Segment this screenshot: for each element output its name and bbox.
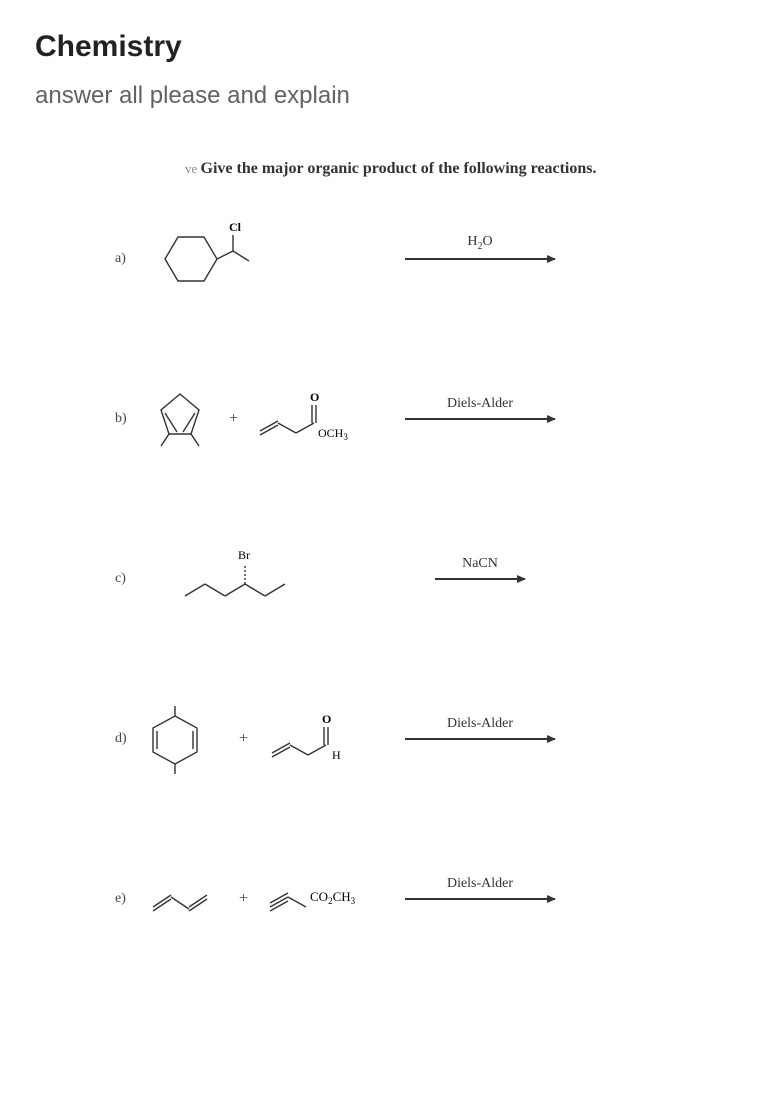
co2ch3-label: CO2CH3 (310, 889, 356, 906)
reaction-e-label: e) (115, 891, 145, 907)
reaction-a-condition: H2O (405, 234, 555, 252)
reaction-b-label: b) (115, 411, 145, 427)
carbonyl-o-label-d: O (322, 712, 331, 726)
reaction-c: c) Br NaCN (115, 534, 733, 624)
reaction-a-label: a) (115, 251, 145, 267)
question-prompt: ve Give the major organic product of the… (185, 160, 733, 178)
page-title: Chemistry (35, 30, 733, 64)
reaction-c-structure: Br (175, 544, 315, 614)
reaction-d: d) + (115, 694, 733, 784)
reaction-a-arrow: H2O (405, 258, 555, 260)
reaction-b-arrow: Diels-Alder (405, 418, 555, 420)
reaction-d-reagents: + O H (145, 704, 405, 774)
reaction-b: b) + (115, 374, 733, 464)
reaction-d-label: d) (115, 731, 145, 747)
reaction-c-reagents: Br (145, 544, 405, 614)
aldehyde-h-label: H (332, 748, 341, 762)
reaction-b-plus: + (229, 410, 238, 428)
reaction-a: a) Cl H2O (115, 214, 733, 304)
reaction-a-structure: Cl (145, 219, 265, 299)
reaction-d-arrow: Diels-Alder (405, 738, 555, 740)
cl-atom-label: Cl (229, 220, 242, 234)
och3-label: OCH3 (318, 426, 348, 442)
prompt-text: Give the major organic product of the fo… (201, 160, 597, 177)
reaction-d-plus: + (239, 730, 248, 748)
reaction-b-condition: Diels-Alder (405, 396, 555, 412)
reaction-e-arrow: Diels-Alder (405, 898, 555, 900)
reaction-e-reagents: + CO2CH3 (145, 879, 405, 919)
carbonyl-o-label: O (310, 390, 319, 404)
reaction-d-condition: Diels-Alder (405, 716, 555, 732)
h2o-label: H2O (467, 234, 492, 249)
reaction-c-arrow: NaCN (435, 578, 525, 580)
br-atom-label: Br (238, 548, 250, 562)
reaction-b-diene (145, 384, 215, 454)
reaction-c-condition: NaCN (435, 556, 525, 572)
reaction-e-diene (145, 879, 225, 919)
reaction-b-reagents: + O OCH3 (145, 384, 405, 454)
reaction-e-dienophile: CO2CH3 (262, 879, 392, 919)
reaction-e-plus: + (239, 890, 248, 908)
reaction-a-reagents: Cl (145, 219, 405, 299)
reaction-d-dienophile: O H (262, 709, 362, 769)
prompt-prefix: ve (185, 161, 201, 176)
reaction-e: e) + (115, 854, 733, 944)
reaction-b-dienophile: O OCH3 (252, 389, 362, 449)
question-subtitle: answer all please and explain (35, 82, 733, 110)
reaction-c-label: c) (115, 571, 145, 587)
reaction-d-diene (145, 704, 225, 774)
reaction-e-condition: Diels-Alder (405, 876, 555, 892)
